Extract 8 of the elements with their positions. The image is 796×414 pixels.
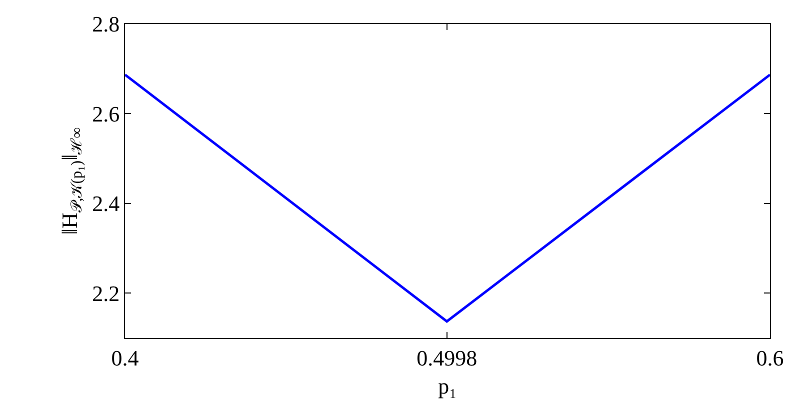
x-tick-label: 0.6 (756, 345, 784, 370)
y-tick-label: 2.4 (92, 191, 120, 216)
y-tick-label: 2.8 (92, 12, 120, 37)
x-tick-label: 0.4998 (416, 345, 478, 370)
x-tick-label: 0.4 (111, 345, 139, 370)
y-tick-label: 2.2 (92, 280, 120, 306)
x-axis-title: p₁ (438, 373, 457, 398)
y-tick-label: 2.6 (92, 101, 120, 126)
